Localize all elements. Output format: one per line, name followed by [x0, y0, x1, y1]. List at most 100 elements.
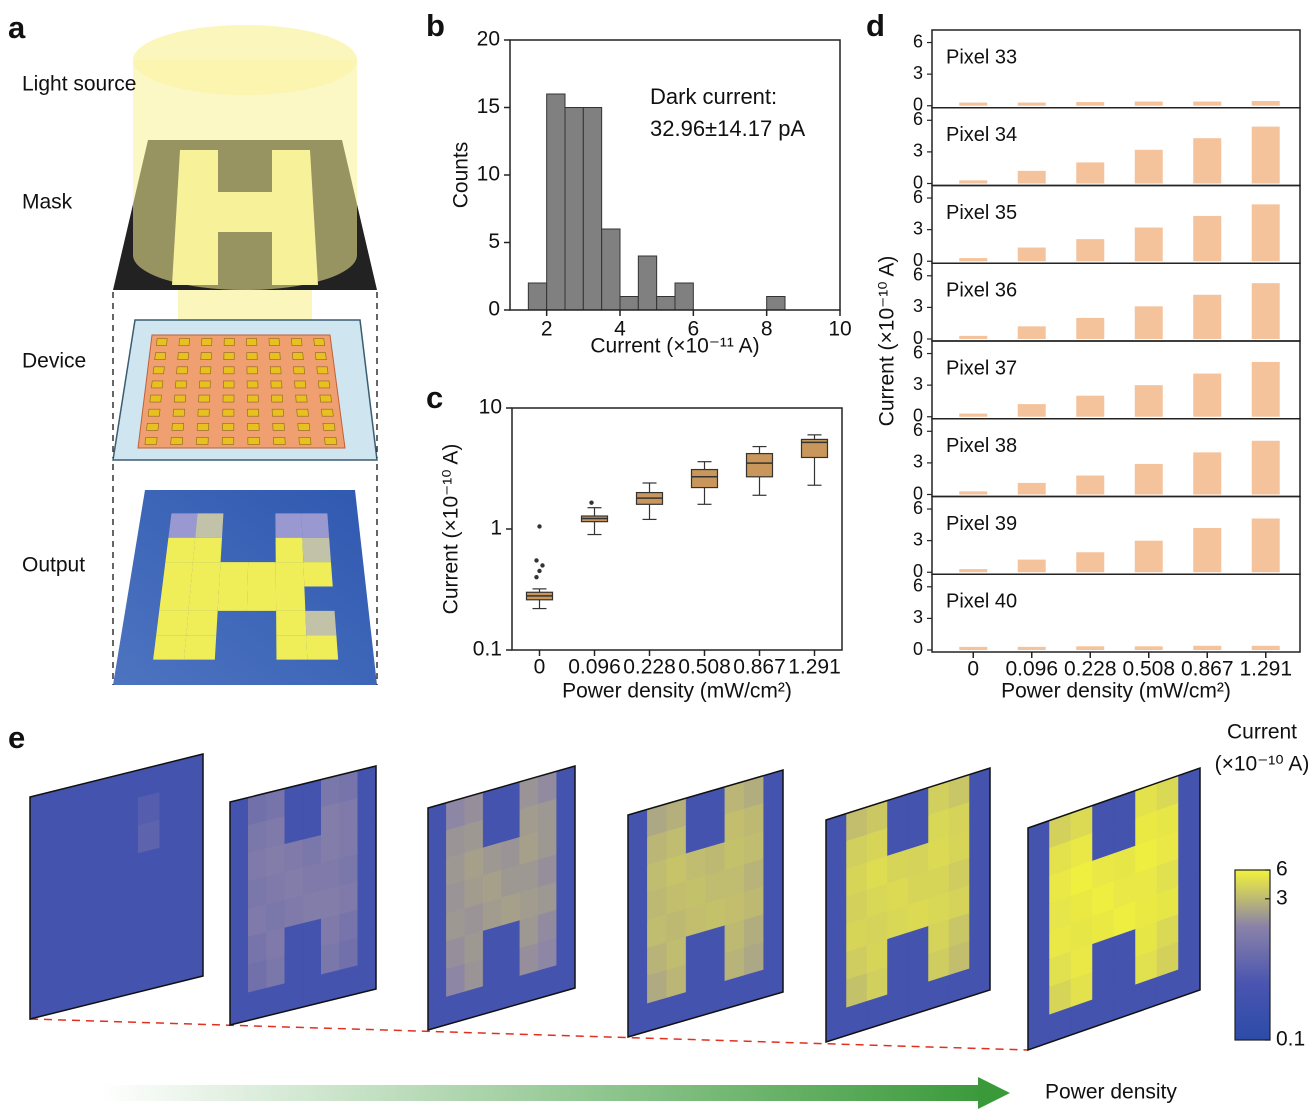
- device-pixel: [272, 409, 283, 416]
- histogram-bar: [657, 297, 675, 311]
- subplot-frame: [932, 30, 1300, 108]
- outlier: [534, 558, 538, 562]
- heatmap-cell: [520, 915, 538, 948]
- x-axis-label: Power density (mW/cm²): [562, 680, 792, 703]
- y-tick-label: 15: [477, 95, 500, 118]
- x-tick-label: 0.096: [568, 656, 621, 679]
- device-pixel: [173, 409, 185, 416]
- histogram-bar: [528, 283, 546, 310]
- heatmap-cell: [181, 921, 203, 954]
- device-pixel: [270, 367, 281, 374]
- heatmap-cell: [321, 803, 339, 835]
- heatmap-cell: [285, 784, 303, 816]
- device-pixel: [172, 423, 184, 430]
- heatmap-cell: [428, 969, 446, 1002]
- heatmap-cell: [117, 798, 139, 831]
- heatmap-cell: [73, 836, 95, 869]
- device-pixel: [269, 339, 279, 346]
- subplot-label: Pixel 38: [946, 435, 1017, 457]
- device-pixel: [320, 395, 332, 402]
- device-pixel: [270, 353, 281, 360]
- heatmap-cell: [138, 904, 160, 937]
- heatmap-cell: [285, 923, 303, 955]
- heatmap-cell: [465, 820, 483, 853]
- y-tick-label: 6: [913, 420, 923, 440]
- heatmap-cell: [520, 860, 538, 893]
- heatmap-cell: [138, 876, 160, 909]
- x-tick-label: 0.228: [1064, 658, 1117, 681]
- heatmap-cell: [181, 837, 203, 870]
- device-pixel: [224, 353, 234, 360]
- output-pixel: [191, 562, 221, 586]
- output-pixel: [193, 538, 222, 562]
- heatmap-cell: [502, 893, 520, 926]
- heatmap-cell: [248, 932, 266, 964]
- heatmap-cell: [267, 956, 285, 988]
- heatmap-cell: [248, 988, 266, 1020]
- page: Light source Mask Device Output a b c d …: [0, 0, 1314, 1109]
- bar: [1135, 541, 1163, 573]
- heatmap-cell: [557, 849, 575, 882]
- y-tick-label: 6: [913, 109, 923, 129]
- heatmap-cell: [465, 903, 483, 936]
- heatmap-cell: [267, 900, 285, 932]
- bar: [959, 180, 987, 183]
- heatmap-cell: [52, 842, 74, 875]
- bar: [1252, 519, 1280, 573]
- device-pixel: [292, 353, 303, 360]
- subplot-frame: [932, 263, 1300, 341]
- heatmap-cell: [138, 820, 160, 853]
- heatmap-cell: [160, 898, 182, 931]
- heatmap-cell: [557, 905, 575, 938]
- heatmap-cell: [538, 938, 556, 971]
- device-pixel: [297, 409, 309, 416]
- output-pixel: [247, 587, 276, 611]
- device-pixel: [248, 437, 260, 444]
- output-pixel: [184, 635, 216, 659]
- output-pixel: [195, 513, 223, 537]
- subplot-label: Pixel 33: [946, 46, 1017, 68]
- subplot-frame: [932, 186, 1300, 264]
- heatmap-cell: [181, 810, 203, 843]
- device-pixel: [199, 395, 210, 402]
- bar: [1252, 362, 1280, 417]
- heatmap-cell: [502, 810, 520, 843]
- x-tick-label: 2: [541, 318, 553, 341]
- device-pixel: [202, 339, 212, 346]
- heatmap-cell: [303, 807, 321, 839]
- heatmap-cell: [446, 853, 464, 886]
- device-pixel: [148, 409, 160, 416]
- heatmap-cell: [117, 853, 139, 886]
- panel-label: a: [8, 10, 26, 45]
- heatmap-cell: [340, 966, 358, 998]
- x-tick-label: 0.228: [623, 656, 676, 679]
- heatmap-cell: [160, 787, 182, 820]
- heatmap-cell: [138, 793, 160, 826]
- heatmap-cell: [285, 812, 303, 844]
- output-pixel: [302, 538, 331, 562]
- y-tick-label: 20: [477, 28, 500, 51]
- heatmap-cell: [321, 887, 339, 919]
- y-tick-label: 6: [913, 342, 923, 362]
- heatmap-cell: [117, 881, 139, 914]
- colorbar-title: Current: [1227, 721, 1297, 744]
- heatmap-cell: [483, 898, 501, 931]
- panel-label: e: [8, 720, 25, 755]
- device-pixel: [324, 437, 336, 444]
- device-pixel: [174, 395, 185, 402]
- output-pixel: [162, 562, 193, 586]
- device-pixel: [247, 339, 257, 346]
- device-pixel: [247, 395, 258, 402]
- output-pixel: [218, 587, 248, 611]
- device-pixel: [271, 395, 282, 402]
- device-pixel: [200, 367, 211, 374]
- bar: [1135, 306, 1163, 339]
- device-pixel: [247, 353, 257, 360]
- outlier: [589, 500, 593, 504]
- heatmap-cell: [52, 814, 74, 847]
- heatmap-cell: [303, 863, 321, 895]
- device-pixel: [178, 353, 189, 360]
- heatmap-cell: [73, 809, 95, 842]
- x-axis-label: Current (×10⁻¹¹ A): [590, 335, 759, 358]
- x-tick-label: 0.867: [733, 656, 786, 679]
